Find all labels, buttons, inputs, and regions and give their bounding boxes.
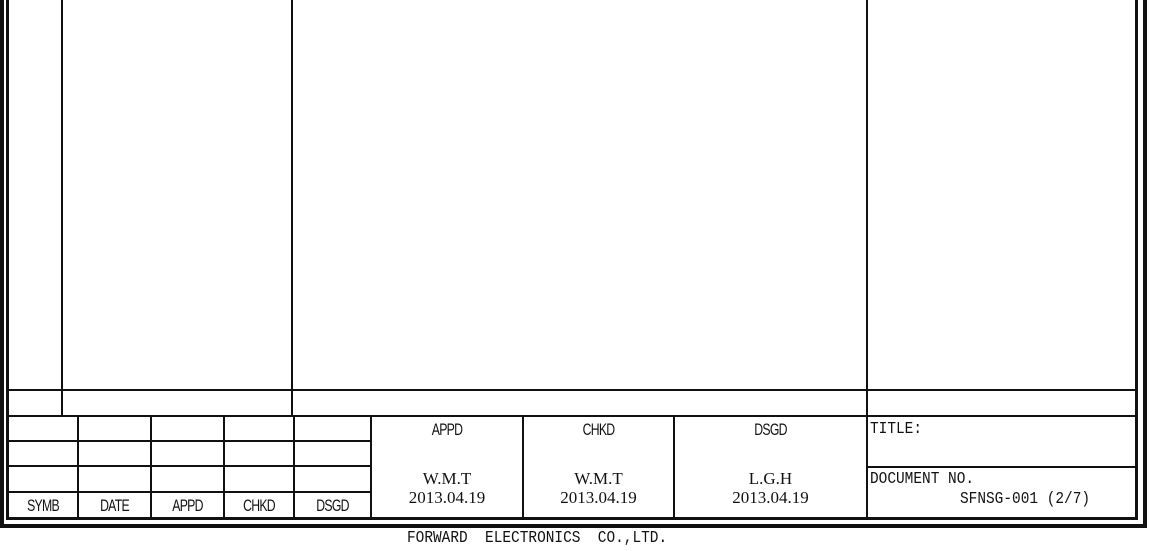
document-number: SFNSG-001 (2/7) xyxy=(960,490,1091,509)
outer-border-bottom xyxy=(0,524,1147,528)
inner-border-bottom xyxy=(6,517,1138,520)
column-divider xyxy=(291,0,293,417)
column-divider xyxy=(370,416,372,518)
revision-header-dsgd: DSGD xyxy=(316,496,349,515)
outer-border-right xyxy=(1143,0,1147,528)
revision-header-date: DATE xyxy=(100,496,130,515)
approval-date-appd: 2013.04.19 xyxy=(408,488,486,507)
approval-label-dsgd: DSGD xyxy=(754,420,787,439)
revision-header-chkd: CHKD xyxy=(243,496,276,515)
column-divider xyxy=(866,0,868,517)
column-divider xyxy=(61,0,63,417)
approval-name-appd: W.M.T xyxy=(422,469,472,488)
title-label: TITLE: xyxy=(870,420,923,439)
row-divider xyxy=(866,466,1136,468)
approval-date-chkd: 2013.04.19 xyxy=(560,488,637,507)
column-divider xyxy=(223,416,225,518)
approval-name-dsgd: L.G.H xyxy=(748,469,793,488)
inner-border-right xyxy=(1135,0,1138,520)
column-divider xyxy=(522,416,524,518)
approval-label-appd: APPD xyxy=(431,420,463,439)
row-divider xyxy=(8,415,1136,417)
column-divider xyxy=(293,416,295,518)
column-divider xyxy=(673,416,675,518)
revision-header-symb: SYMB xyxy=(27,496,60,515)
approval-label-chkd: CHKD xyxy=(582,420,616,439)
column-divider xyxy=(150,416,152,518)
company-name: FORWARD ELECTRONICS CO.,LTD. xyxy=(407,529,668,548)
document-number-label: DOCUMENT NO. xyxy=(870,470,975,489)
approval-name-chkd: W.M.T xyxy=(574,469,623,488)
row-divider xyxy=(8,465,370,467)
inner-border-left xyxy=(6,0,9,520)
row-divider xyxy=(8,491,370,493)
outer-border-left xyxy=(0,0,4,528)
column-divider xyxy=(77,416,79,518)
row-divider xyxy=(8,440,370,442)
revision-header-appd: APPD xyxy=(172,496,203,515)
row-divider xyxy=(8,389,1136,391)
approval-date-dsgd: 2013.04.19 xyxy=(732,488,809,507)
